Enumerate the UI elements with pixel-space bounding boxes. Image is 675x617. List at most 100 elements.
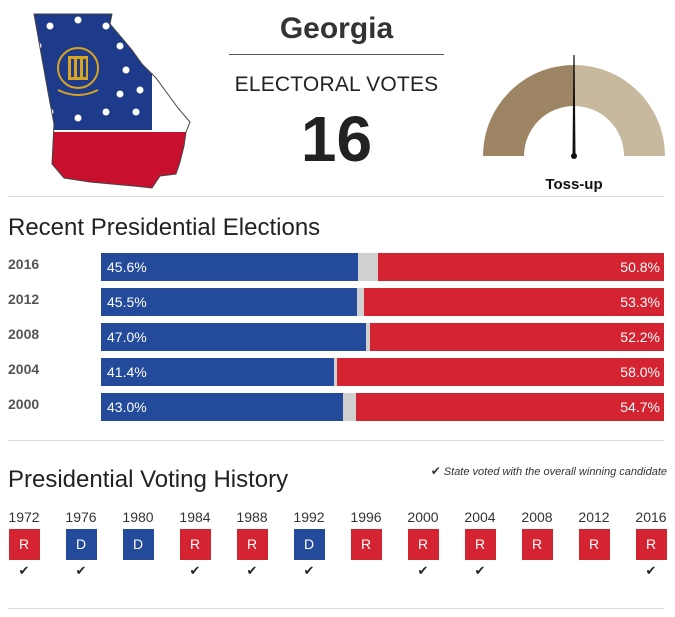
democrat-segment: 43.0% — [101, 393, 344, 421]
history-year: 1984 R ✔ — [178, 509, 212, 580]
other-segment — [334, 358, 338, 386]
history-year: 1996 R — [349, 509, 383, 580]
checkmark-icon: ✔ — [430, 464, 441, 478]
democrat-percent: 43.0% — [107, 399, 147, 415]
history-year: 2000 R ✔ — [406, 509, 440, 580]
divider — [8, 440, 664, 441]
winner-check-icon: ✔ — [246, 563, 258, 578]
rating-gauge — [483, 55, 665, 159]
party-badge: D — [293, 529, 325, 560]
electoral-votes-label: ELECTORAL VOTES — [234, 73, 439, 96]
divider — [8, 196, 664, 197]
democrat-percent: 47.0% — [107, 329, 147, 345]
election-bar: 47.0% 52.2% — [101, 323, 664, 351]
winner-legend-text: State voted with the overall winning can… — [443, 466, 667, 478]
voting-history-title: Presidential Voting History — [8, 466, 289, 493]
other-segment — [365, 323, 371, 351]
history-year: 1988 R ✔ — [235, 509, 269, 580]
democrat-segment: 45.5% — [101, 288, 358, 316]
title-divider — [229, 54, 444, 55]
party-badge: R — [179, 529, 211, 560]
history-year-label: 1976 — [65, 509, 97, 525]
history-year-label: 2008 — [521, 509, 553, 525]
republican-segment: 54.7% — [356, 393, 664, 421]
rating-label: Toss-up — [545, 176, 603, 193]
election-row: 2012 45.5% 53.3% — [8, 285, 664, 320]
republican-percent: 58.0% — [620, 364, 660, 380]
history-year-label: 1984 — [179, 509, 211, 525]
election-bar: 43.0% 54.7% — [101, 393, 664, 421]
party-badge: R — [578, 529, 610, 560]
winner-check-icon — [349, 562, 383, 580]
election-year: 2004 — [8, 361, 40, 377]
party-badge: R — [236, 529, 268, 560]
winner-legend: ✔ State voted with the overall winning ca… — [431, 464, 667, 478]
party-badge: D — [65, 529, 97, 560]
other-segment — [357, 288, 364, 316]
winner-check-icon: ✔ — [645, 563, 657, 578]
election-row: 2004 41.4% 58.0% — [8, 355, 664, 390]
democrat-percent: 41.4% — [107, 364, 147, 380]
georgia-flag-map — [33, 13, 191, 189]
winner-check-icon: ✔ — [303, 563, 315, 578]
winner-check-icon: ✔ — [18, 563, 30, 578]
history-year: 1980 D — [121, 509, 155, 580]
party-badge: R — [350, 529, 382, 560]
winner-check-icon — [121, 562, 155, 580]
democrat-segment: 47.0% — [101, 323, 366, 351]
history-year: 2004 R ✔ — [463, 509, 497, 580]
history-year-label: 2016 — [635, 509, 667, 525]
winner-check-icon: ✔ — [189, 563, 201, 578]
history-year: 1976 D ✔ — [64, 509, 98, 580]
democrat-segment: 45.6% — [101, 253, 358, 281]
history-year-label: 1980 — [122, 509, 154, 525]
election-row: 2016 45.6% 50.8% — [8, 250, 664, 285]
history-year: 1992 D ✔ — [292, 509, 326, 580]
republican-percent: 54.7% — [620, 399, 660, 415]
election-year: 2008 — [8, 326, 40, 342]
republican-percent: 52.2% — [620, 329, 660, 345]
history-year: 2012 R — [577, 509, 611, 580]
election-row: 2000 43.0% 54.7% — [8, 390, 664, 425]
republican-segment: 53.3% — [363, 288, 664, 316]
democrat-percent: 45.6% — [107, 259, 147, 275]
history-year-label: 1996 — [350, 509, 382, 525]
history-year: 1972 R ✔ — [7, 509, 41, 580]
recent-elections-chart: 2016 45.6% 50.8% 2012 45.5% 53.3% 2008 47.0% 52.… — [8, 250, 664, 425]
divider — [8, 608, 664, 609]
winner-check-icon: ✔ — [474, 563, 486, 578]
democrat-segment: 41.4% — [101, 358, 335, 386]
history-year-label: 2012 — [578, 509, 610, 525]
democrat-percent: 45.5% — [107, 294, 147, 310]
republican-segment: 52.2% — [370, 323, 664, 351]
gauge-right-arc — [574, 65, 665, 156]
history-year-label: 1992 — [293, 509, 325, 525]
republican-segment: 50.8% — [377, 253, 664, 281]
history-year-label: 1972 — [8, 509, 40, 525]
election-year: 2000 — [8, 396, 40, 412]
party-badge: D — [122, 529, 154, 560]
recent-elections-title: Recent Presidential Elections — [8, 214, 321, 241]
party-badge: R — [635, 529, 667, 560]
other-segment — [357, 253, 378, 281]
party-badge: R — [464, 529, 496, 560]
history-year: 2016 R ✔ — [634, 509, 668, 580]
winner-check-icon: ✔ — [75, 563, 87, 578]
electoral-votes-count: 16 — [300, 103, 373, 175]
gauge-left-arc — [483, 65, 574, 156]
election-bar: 41.4% 58.0% — [101, 358, 664, 386]
winner-check-icon — [577, 562, 611, 580]
winner-check-icon — [520, 562, 554, 580]
party-badge: R — [407, 529, 439, 560]
election-year: 2012 — [8, 291, 40, 307]
history-year-label: 1988 — [236, 509, 268, 525]
election-year: 2016 — [8, 256, 40, 272]
other-segment — [343, 393, 357, 421]
gauge-needle — [572, 55, 576, 156]
election-bar: 45.5% 53.3% — [101, 288, 664, 316]
history-year-label: 2004 — [464, 509, 496, 525]
republican-percent: 53.3% — [620, 294, 660, 310]
republican-percent: 50.8% — [620, 259, 660, 275]
election-bar: 45.6% 50.8% — [101, 253, 664, 281]
party-badge: R — [521, 529, 553, 560]
